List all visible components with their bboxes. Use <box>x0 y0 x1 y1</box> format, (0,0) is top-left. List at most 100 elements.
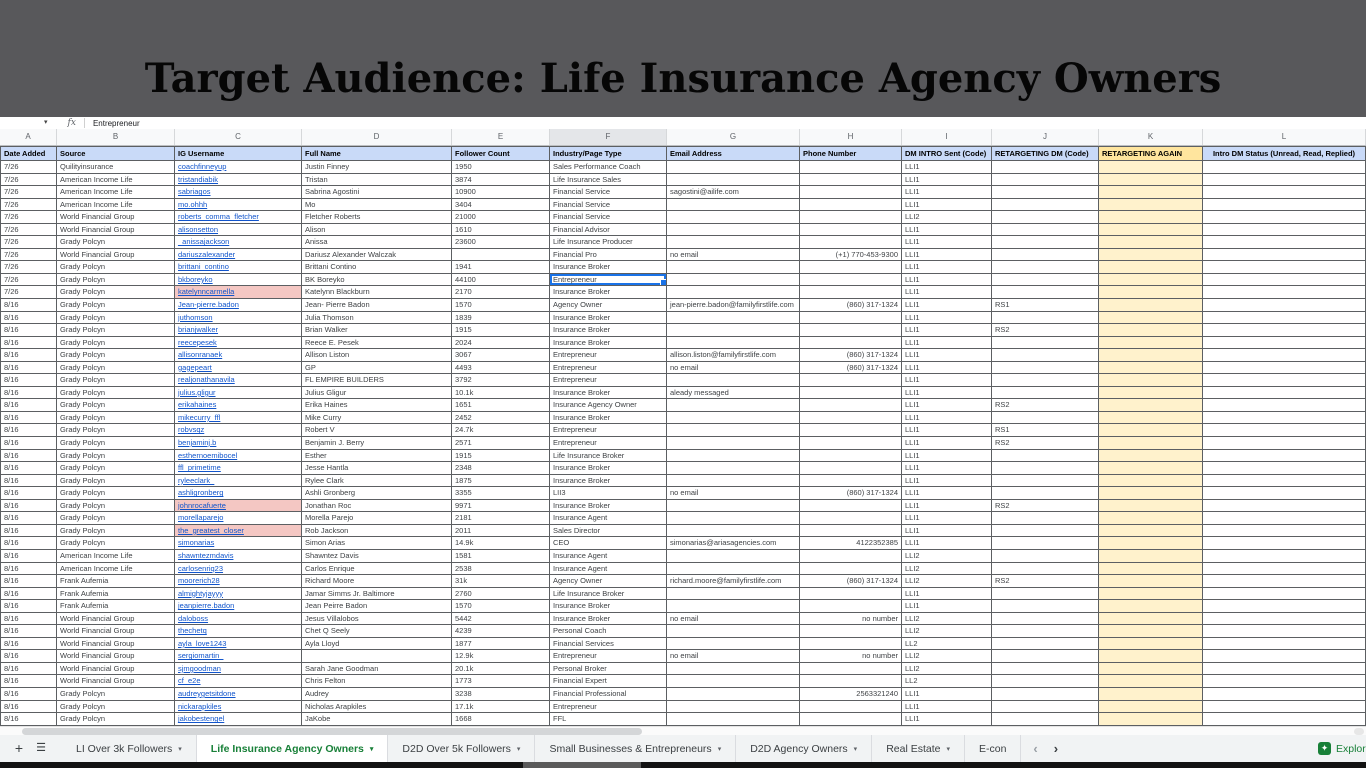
cell-fol[interactable]: 2571 <box>452 437 550 450</box>
cell-phone[interactable] <box>800 713 902 726</box>
cell-again[interactable] <box>1099 462 1203 475</box>
cell-source[interactable]: American Income Life <box>57 562 175 576</box>
cell-date[interactable]: 7/26 <box>0 198 57 212</box>
cell-name[interactable]: Brittani Contino <box>302 261 452 274</box>
cell-ind[interactable]: FFL <box>550 713 667 726</box>
cell-name[interactable]: Chris Felton <box>302 675 452 688</box>
cell-date[interactable]: 8/16 <box>0 487 57 500</box>
cell-name[interactable]: Alison <box>302 223 452 237</box>
cell-email[interactable] <box>667 625 800 638</box>
cell-again[interactable] <box>1099 161 1203 174</box>
header-status[interactable]: Intro DM Status (Unread, Read, Replied) <box>1203 147 1366 161</box>
cell-again[interactable] <box>1099 675 1203 688</box>
cell-intro[interactable]: LLI1 <box>902 361 992 375</box>
cell-again[interactable] <box>1099 512 1203 525</box>
cell-again[interactable] <box>1099 236 1203 249</box>
cell-date[interactable]: 8/16 <box>0 662 57 676</box>
cell-rt[interactable]: RS1 <box>992 299 1099 312</box>
cell-ind[interactable]: Insurance Broker <box>550 311 667 325</box>
cell-name[interactable]: Justin Finney <box>302 161 452 174</box>
cell-date[interactable]: 8/16 <box>0 424 57 438</box>
cell-fol[interactable]: 10900 <box>452 186 550 199</box>
cell-intro[interactable]: LL2 <box>902 675 992 688</box>
cell-intro[interactable]: LLI1 <box>902 248 992 262</box>
cell-email[interactable] <box>667 399 800 412</box>
cell-date[interactable]: 7/26 <box>0 223 57 237</box>
cell-fol[interactable]: 1581 <box>452 549 550 563</box>
cell-intro[interactable]: LLI1 <box>902 374 992 387</box>
cell-name[interactable]: Tristan <box>302 173 452 187</box>
cell-ind[interactable]: Entrepreneur <box>550 650 667 663</box>
cell-again[interactable] <box>1099 700 1203 714</box>
tab-dropdown-icon[interactable]: ▾ <box>178 745 182 753</box>
cell-intro[interactable]: LLI2 <box>902 575 992 588</box>
column-letter-B[interactable]: B <box>57 129 175 145</box>
cell-source[interactable]: Quilityinsurance <box>57 161 175 174</box>
cell-name[interactable]: BK Boreyko <box>302 273 452 287</box>
cell-phone[interactable] <box>800 374 902 387</box>
cell-date[interactable]: 8/16 <box>0 299 57 312</box>
cell-rt[interactable] <box>992 273 1099 287</box>
cell-name[interactable]: Erika Haines <box>302 399 452 412</box>
cell-rt[interactable] <box>992 700 1099 714</box>
cell-rt[interactable]: RS2 <box>992 437 1099 450</box>
cell-user[interactable]: ffl_primetime <box>175 462 302 475</box>
cell-date[interactable]: 7/26 <box>0 236 57 249</box>
cell-source[interactable]: Grady Polcyn <box>57 462 175 475</box>
cell-source[interactable]: Grady Polcyn <box>57 537 175 550</box>
cell-ind[interactable]: Insurance Broker <box>550 600 667 613</box>
cell-fol[interactable]: 1941 <box>452 261 550 274</box>
cell-status[interactable] <box>1203 311 1366 325</box>
cell-user[interactable]: benjaminj.b <box>175 437 302 450</box>
cell-date[interactable]: 8/16 <box>0 386 57 400</box>
cell-status[interactable] <box>1203 549 1366 563</box>
cell-intro[interactable]: LLI2 <box>902 549 992 563</box>
cell-rt[interactable]: RS2 <box>992 575 1099 588</box>
cell-source[interactable]: Grady Polcyn <box>57 349 175 362</box>
cell-status[interactable] <box>1203 612 1366 626</box>
cell-date[interactable]: 8/16 <box>0 449 57 463</box>
cell-rt[interactable] <box>992 286 1099 300</box>
cell-phone[interactable] <box>800 186 902 199</box>
cell-intro[interactable]: LLI1 <box>902 537 992 550</box>
cell-source[interactable]: Grady Polcyn <box>57 524 175 538</box>
cell-status[interactable] <box>1203 462 1366 475</box>
cell-name[interactable]: Allison Liston <box>302 349 452 362</box>
cell-again[interactable] <box>1099 248 1203 262</box>
cell-ind[interactable]: Life Insurance Producer <box>550 236 667 249</box>
cell-date[interactable]: 8/16 <box>0 612 57 626</box>
cell-intro[interactable]: LLI1 <box>902 236 992 249</box>
cell-again[interactable] <box>1099 311 1203 325</box>
tab-scroll-right-icon[interactable]: › <box>1053 741 1059 756</box>
cell-user[interactable]: daloboss <box>175 612 302 626</box>
cell-status[interactable] <box>1203 587 1366 601</box>
cell-intro[interactable]: LLI1 <box>902 487 992 500</box>
cell-fol[interactable]: 2538 <box>452 562 550 576</box>
sheet-tab-d2d-over-5k-followers[interactable]: D2D Over 5k Followers ▾ <box>388 735 536 762</box>
cell-rt[interactable] <box>992 411 1099 425</box>
cell-ind[interactable]: Personal Coach <box>550 625 667 638</box>
cell-user[interactable]: esthernoemibocel <box>175 449 302 463</box>
cell-source[interactable]: Grady Polcyn <box>57 336 175 350</box>
cell-phone[interactable]: (860) 317-1324 <box>800 575 902 588</box>
cell-fol[interactable]: 1773 <box>452 675 550 688</box>
cell-rt[interactable] <box>992 349 1099 362</box>
cell-status[interactable] <box>1203 198 1366 212</box>
cell-source[interactable]: American Income Life <box>57 173 175 187</box>
cell-date[interactable]: 8/16 <box>0 549 57 563</box>
cell-fol[interactable]: 3355 <box>452 487 550 500</box>
cell-ind[interactable]: Financial Service <box>550 211 667 224</box>
cell-user[interactable]: carlosenriq23 <box>175 562 302 576</box>
cell-status[interactable] <box>1203 424 1366 438</box>
cell-email[interactable] <box>667 261 800 274</box>
cell-user[interactable]: juthomson <box>175 311 302 325</box>
cell-phone[interactable] <box>800 173 902 187</box>
cell-status[interactable] <box>1203 349 1366 362</box>
cell-name[interactable]: Audrey <box>302 687 452 701</box>
cell-source[interactable]: World Financial Group <box>57 637 175 651</box>
cell-ind[interactable]: Sales Performance Coach <box>550 161 667 174</box>
cell-status[interactable] <box>1203 700 1366 714</box>
cell-fol[interactable]: 1651 <box>452 399 550 412</box>
cell-name[interactable]: Julius Gligur <box>302 386 452 400</box>
cell-again[interactable] <box>1099 399 1203 412</box>
